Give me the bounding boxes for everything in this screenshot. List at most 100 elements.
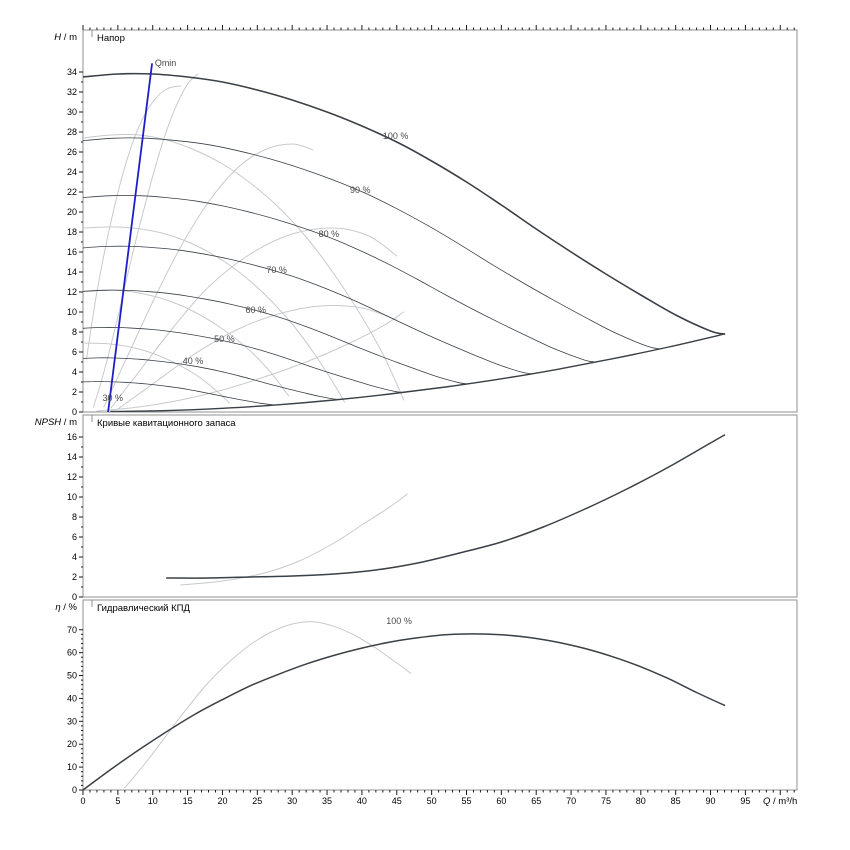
y-tick-label: 32: [67, 87, 77, 97]
y-tick-label: 20: [67, 207, 77, 217]
y-tick-label: 4: [72, 552, 77, 562]
speed-curve-90: [83, 137, 661, 350]
y-tick-label: 0: [72, 592, 77, 602]
bg-arc-3: [103, 143, 314, 408]
plot-frame: [82, 599, 798, 791]
curve-label: 30 %: [103, 393, 124, 403]
y-tick-label: 6: [72, 532, 77, 542]
curve-label: 100 %: [386, 616, 412, 626]
y-tick-label: 8: [72, 512, 77, 522]
y-tick-label: 10: [67, 762, 77, 772]
y-axis-label: η / %: [55, 602, 77, 613]
bg-arc-5: [117, 305, 398, 410]
curve-label: 90 %: [350, 185, 371, 195]
speed-curve-70: [83, 245, 533, 375]
bg-arc-2: [86, 85, 182, 360]
cutoff-line: [110, 333, 726, 412]
x-tick-label: 30: [287, 796, 297, 806]
speed-curve-60: [83, 289, 469, 385]
x-tick-label: 15: [183, 796, 193, 806]
speed-curve-30: [83, 381, 276, 406]
y-tick-label: 6: [72, 347, 77, 357]
x-tick-label: 90: [706, 796, 716, 806]
y-tick-label: 10: [67, 492, 77, 502]
y-axis-label: NPSH / m: [35, 417, 77, 428]
speed-curve-50: [83, 327, 405, 393]
y-tick-label: 14: [67, 267, 77, 277]
x-tick-label: 70: [566, 796, 576, 806]
curve-label: 60 %: [245, 305, 266, 315]
x-tick-label: 50: [427, 796, 437, 806]
y-tick-label: 10: [67, 307, 77, 317]
y-tick-label: 12: [67, 472, 77, 482]
bg-head-curve-1: [83, 134, 405, 401]
curve-layer: [83, 63, 726, 412]
speed-curve-100: [83, 72, 726, 335]
x-tick-label: 10: [148, 796, 158, 806]
subplot-1: 0 2 4 6 8 10 12 14 16 Кривые кавитационного запас…: [35, 414, 798, 602]
subplot-title: Гидравлический КПД: [97, 603, 190, 614]
curve-label: 40 %: [183, 356, 204, 366]
npsh-curve: [165, 434, 726, 579]
x-tick-label: 45: [392, 796, 402, 806]
x-tick-label: 40: [357, 796, 367, 806]
curve-label: 70 %: [266, 265, 287, 275]
subplot-title: Напор: [97, 33, 125, 44]
y-tick-label: 16: [67, 432, 77, 442]
x-tick-label: 0: [80, 796, 85, 806]
y-tick-label: 4: [72, 367, 77, 377]
y-axis-label: H / m: [54, 32, 77, 43]
subplot-2: 0 10 20 30 40 50 60 70 Гидравлический КПД η / % 10…: [55, 599, 798, 795]
y-tick-label: 34: [67, 67, 77, 77]
curve-label: 80 %: [319, 229, 340, 239]
y-tick-label: 30: [67, 107, 77, 117]
y-tick-label: 40: [67, 693, 77, 703]
y-tick-label: 0: [72, 407, 77, 417]
y-tick-label: 70: [67, 625, 77, 635]
y-tick-label: 30: [67, 716, 77, 726]
x-tick-label: 25: [252, 796, 262, 806]
y-tick-label: 28: [67, 127, 77, 137]
plot-frame: [82, 29, 798, 413]
eff-curve: [83, 633, 726, 790]
curve-label: 50 %: [214, 334, 235, 344]
speed-curve-40: [83, 357, 340, 400]
x-axis-label: Q / m³/h: [763, 796, 797, 807]
x-tick-label: 5: [115, 796, 120, 806]
y-tick-label: 24: [67, 167, 77, 177]
y-tick-label: 26: [67, 147, 77, 157]
bg-arc-4: [110, 227, 398, 409]
x-tick-label: 95: [740, 796, 750, 806]
y-tick-label: 20: [67, 739, 77, 749]
y-tick-label: 2: [72, 572, 77, 582]
y-tick-label: 0: [72, 785, 77, 795]
y-tick-label: 60: [67, 648, 77, 658]
x-tick-label: 60: [496, 796, 506, 806]
x-axis: 0 5 10 15 20 25 30 35 40 45 50 55 60 65 70 75 80 85 90 95 Q …: [80, 25, 797, 807]
bg-cutoff: [96, 311, 405, 412]
bg-npsh-curve: [180, 493, 408, 586]
x-tick-label: 65: [531, 796, 541, 806]
qmin-line: [107, 63, 153, 412]
curve-layer: [165, 434, 726, 586]
curve-label: 100 %: [383, 131, 409, 141]
x-tick-label: 35: [322, 796, 332, 806]
curve-layer: [83, 621, 726, 790]
speed-curve-80: [83, 195, 597, 363]
x-tick-label: 75: [601, 796, 611, 806]
y-tick-label: 2: [72, 387, 77, 397]
y-tick-label: 18: [67, 227, 77, 237]
y-tick-label: 22: [67, 187, 77, 197]
x-tick-label: 20: [217, 796, 227, 806]
subplot-title: Кривые кавитационного запаса: [97, 418, 236, 429]
y-tick-label: 8: [72, 327, 77, 337]
y-tick-label: 12: [67, 287, 77, 297]
y-tick-label: 16: [67, 247, 77, 257]
x-tick-label: 80: [636, 796, 646, 806]
curve-label: Qmin: [155, 58, 177, 68]
x-tick-label: 55: [461, 796, 471, 806]
